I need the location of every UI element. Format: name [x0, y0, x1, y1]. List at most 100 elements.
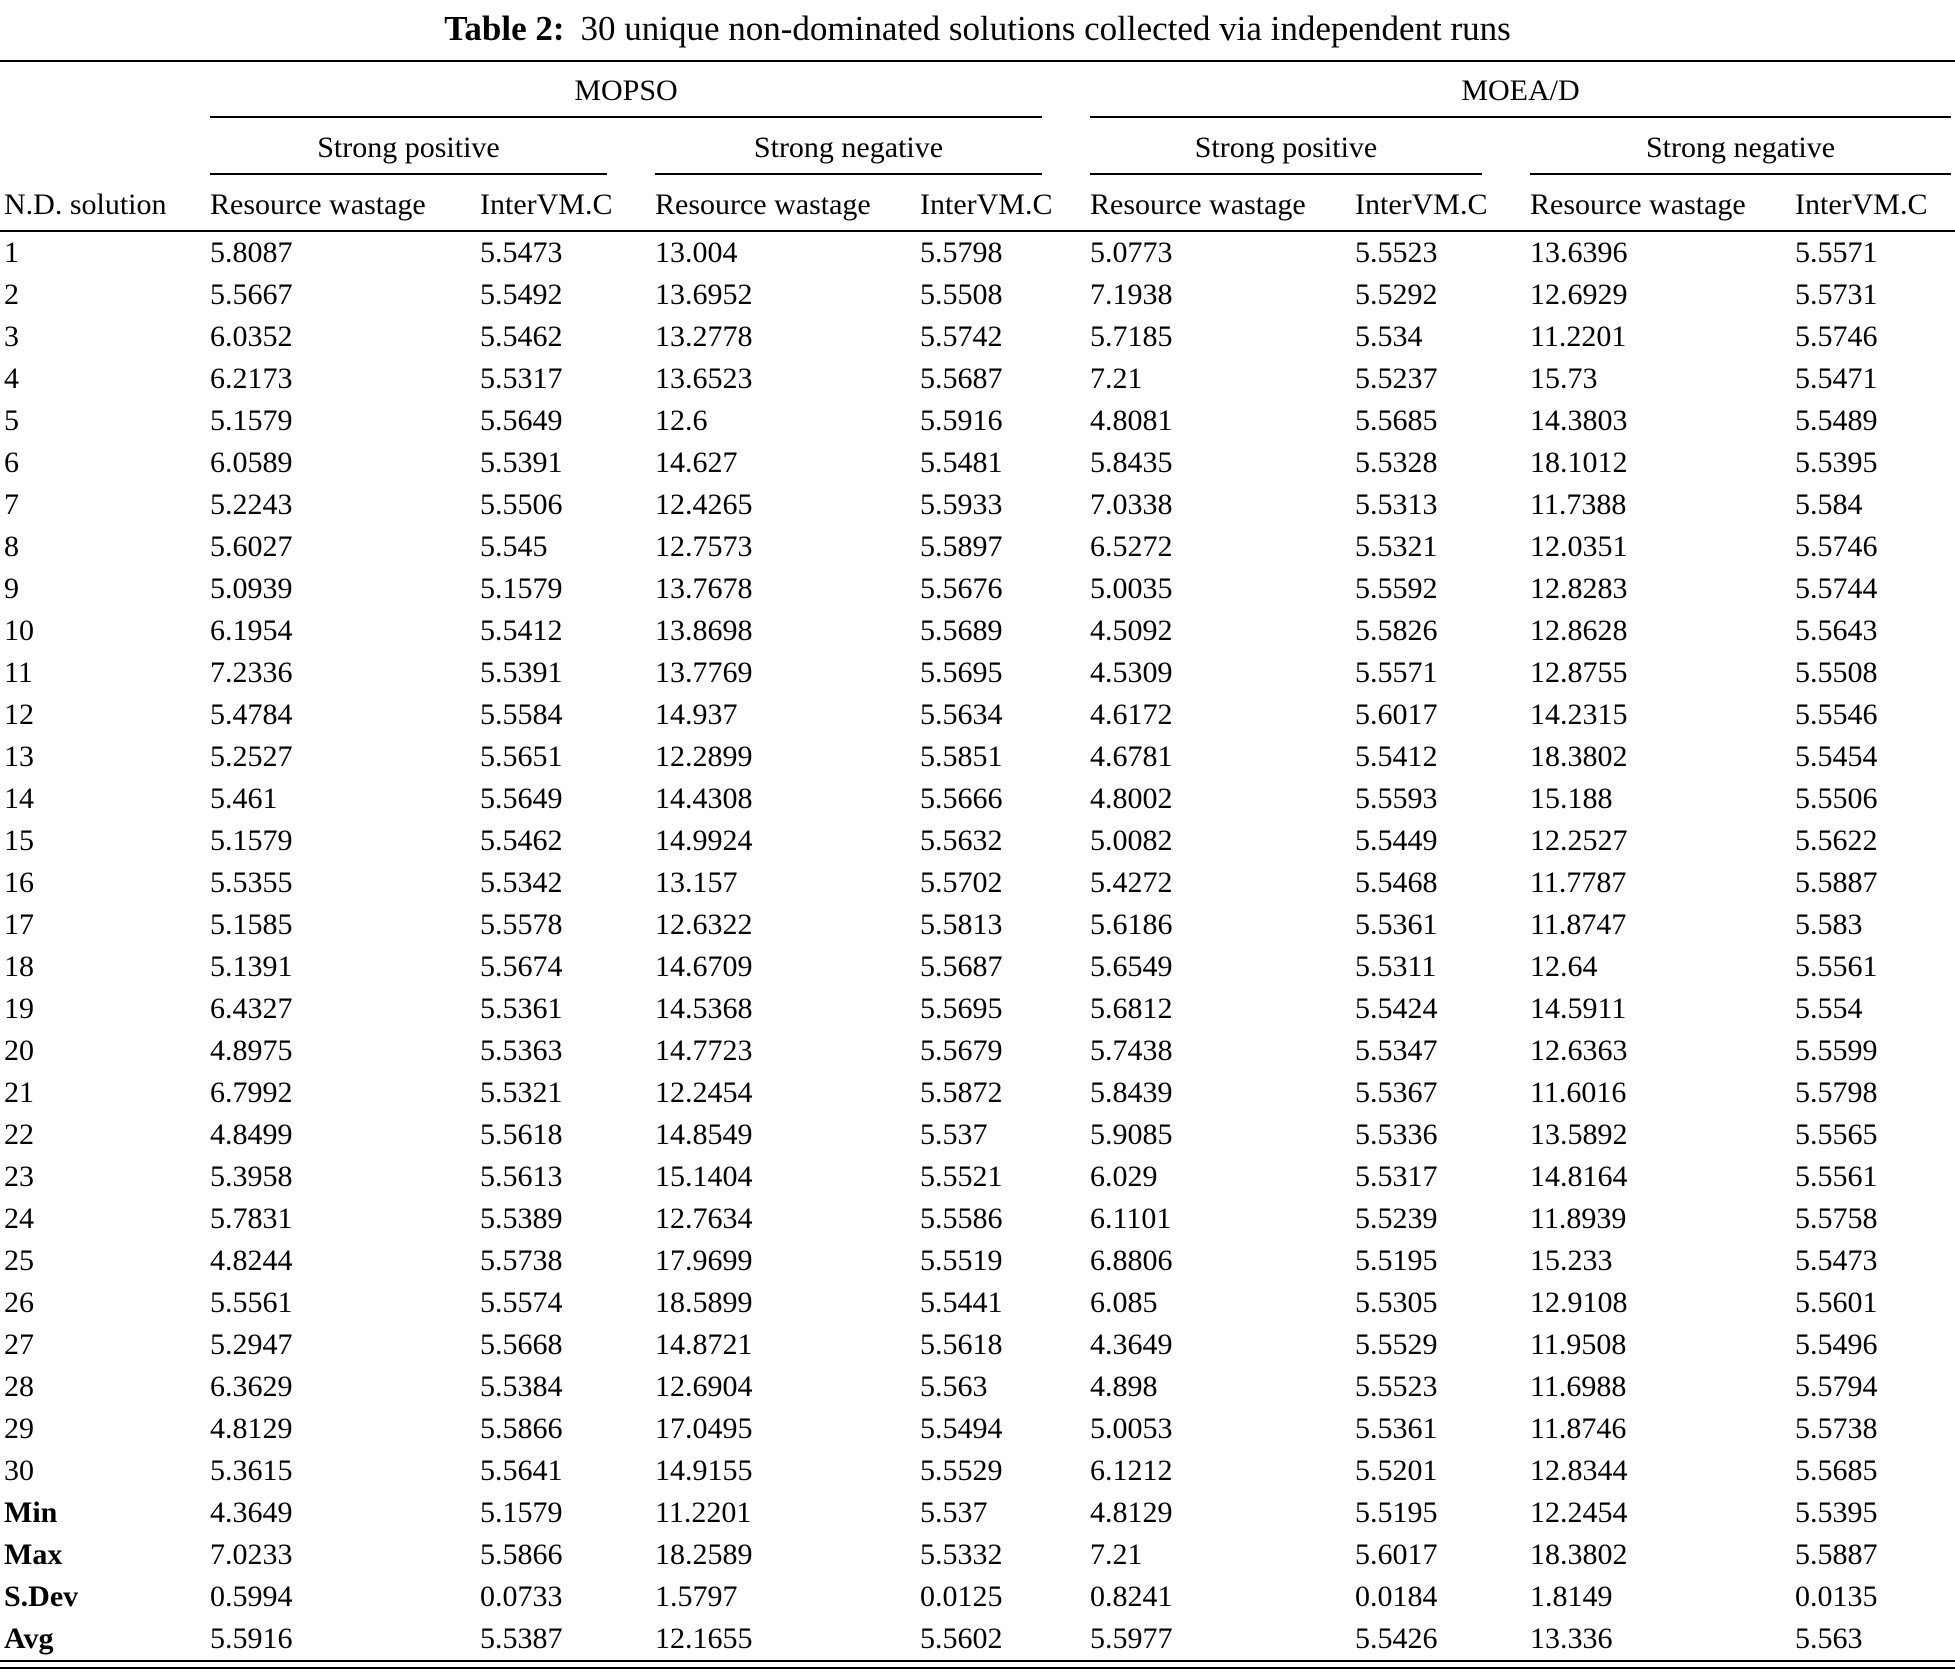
row-label: Min [4, 1496, 58, 1529]
cell-value: 5.5977 [1090, 1622, 1173, 1655]
cell-value: 5.5328 [1355, 446, 1438, 479]
cell-value: 5.5561 [1795, 1160, 1878, 1193]
cell-value: 5.5742 [920, 320, 1003, 353]
row-label: 29 [4, 1412, 34, 1445]
cell-value: 5.5519 [920, 1244, 1003, 1277]
cell-value: 0.0135 [1795, 1580, 1878, 1613]
cell-value: 11.9508 [1530, 1328, 1627, 1361]
cell-value: 5.5758 [1795, 1202, 1878, 1235]
cell-value: 14.9155 [655, 1454, 753, 1487]
cell-value: 5.5347 [1355, 1034, 1438, 1067]
cell-value: 5.5412 [1355, 740, 1438, 773]
cell-value: 15.188 [1530, 782, 1613, 815]
cell-value: 5.5424 [1355, 992, 1438, 1025]
cell-value: 5.5731 [1795, 278, 1878, 311]
table-bottom-rule [0, 1667, 1955, 1669]
cell-value: 14.2315 [1530, 698, 1628, 731]
cell-value: 13.6396 [1530, 236, 1628, 269]
cell-value: 15.73 [1530, 362, 1598, 395]
cell-value: 5.5195 [1355, 1244, 1438, 1277]
col-header-nd-solution: N.D. solution [0, 175, 210, 232]
cell-value: 5.5529 [1355, 1328, 1438, 1361]
cell-value: 5.5473 [480, 236, 563, 269]
cell-value: 5.5746 [1795, 320, 1878, 353]
cell-value: 5.5395 [1795, 446, 1878, 479]
row-label: 21 [4, 1076, 34, 1109]
cell-value: 12.2454 [1530, 1496, 1628, 1529]
cell-value: 5.5887 [1795, 1538, 1878, 1571]
cell-value: 0.0125 [920, 1580, 1003, 1613]
cell-value: 12.2527 [1530, 824, 1628, 857]
cell-value: 5.584 [1795, 488, 1863, 521]
cell-value: 5.5641 [480, 1454, 563, 1487]
cell-value: 5.5561 [210, 1286, 293, 1319]
table-row: 4 6.2173 5.5317 13.6523 5.5687 7.21 5.5237 15.7… [0, 358, 1955, 400]
table-row: 16 5.5355 5.5342 13.157 5.5702 5.4272 5.5468 11… [0, 862, 1955, 904]
group-header-moead: MOEA/D [1090, 61, 1955, 118]
cell-value: 5.5201 [1355, 1454, 1438, 1487]
cell-value: 5.5481 [920, 446, 1003, 479]
table-row: 8 5.6027 5.545 12.7573 5.5897 6.5272 5.5321 12.… [0, 526, 1955, 568]
cell-value: 5.6812 [1090, 992, 1173, 1025]
cell-value: 5.5668 [480, 1328, 563, 1361]
cell-value: 5.5239 [1355, 1202, 1438, 1235]
cell-value: 4.3649 [1090, 1328, 1173, 1361]
cell-value: 0.8241 [1090, 1580, 1173, 1613]
cell-value: 5.5584 [480, 698, 563, 731]
cell-value: 5.5738 [1795, 1412, 1878, 1445]
table-row: 13 5.2527 5.5651 12.2899 5.5851 4.6781 5.5412 1… [0, 736, 1955, 778]
cell-value: 18.3802 [1530, 740, 1628, 773]
row-label: 2 [4, 278, 19, 311]
cell-value: 13.7678 [655, 572, 753, 605]
cell-value: 6.1101 [1090, 1202, 1172, 1235]
cell-value: 5.5473 [1795, 1244, 1878, 1277]
cell-value: 5.2947 [210, 1328, 293, 1361]
table-row: 2 5.5667 5.5492 13.6952 5.5508 7.1938 5.5292 12… [0, 274, 1955, 316]
cell-value: 5.5578 [480, 908, 563, 941]
table-row: 26 5.5561 5.5574 18.5899 5.5441 6.085 5.5305 12… [0, 1282, 1955, 1324]
cell-value: 5.5679 [920, 1034, 1003, 1067]
cell-value: 6.5272 [1090, 530, 1173, 563]
cell-value: 5.563 [1795, 1622, 1863, 1655]
cell-value: 7.0338 [1090, 488, 1173, 521]
table-caption: Table 2: 30 unique non-dominated solution… [0, 0, 1955, 60]
cell-value: 18.3802 [1530, 1538, 1628, 1571]
cell-value: 5.2243 [210, 488, 293, 521]
row-label: S.Dev [4, 1580, 79, 1613]
cell-value: 5.5695 [920, 656, 1003, 689]
row-label: Max [4, 1538, 63, 1571]
cell-value: 13.336 [1530, 1622, 1613, 1655]
cell-value: 5.0773 [1090, 236, 1173, 269]
cell-value: 5.563 [920, 1370, 988, 1403]
cell-value: 5.7831 [210, 1202, 293, 1235]
table-row: Avg 5.5916 5.5387 12.1655 5.5602 5.5977 5.5426… [0, 1618, 1955, 1661]
cell-value: 5.5355 [210, 866, 293, 899]
cell-value: 5.5634 [920, 698, 1003, 731]
cell-value: 6.0352 [210, 320, 293, 353]
cell-value: 14.8164 [1530, 1160, 1628, 1193]
cell-value: 7.21 [1090, 362, 1143, 395]
results-table: MOPSO MOEA/D Strong positive Strong nega… [0, 60, 1955, 1662]
cell-value: 6.7992 [210, 1076, 293, 1109]
cell-value: 5.5336 [1355, 1118, 1438, 1151]
cell-value: 17.9699 [655, 1244, 753, 1277]
cell-value: 12.2899 [655, 740, 753, 773]
cell-value: 5.5546 [1795, 698, 1878, 731]
table-row: 7 5.2243 5.5506 12.4265 5.5933 7.0338 5.5313 11… [0, 484, 1955, 526]
cell-value: 18.5899 [655, 1286, 753, 1319]
cell-value: 5.5593 [1355, 782, 1438, 815]
table-row: 28 6.3629 5.5384 12.6904 5.563 4.898 5.5523 11.… [0, 1366, 1955, 1408]
cell-value: 5.5687 [920, 362, 1003, 395]
cell-value: 5.2527 [210, 740, 293, 773]
cell-value: 5.5744 [1795, 572, 1878, 605]
row-label: 23 [4, 1160, 34, 1193]
cell-value: 0.5994 [210, 1580, 293, 1613]
cell-value: 4.8244 [210, 1244, 293, 1277]
row-label: 26 [4, 1286, 34, 1319]
cell-value: 15.1404 [655, 1160, 753, 1193]
row-label: 15 [4, 824, 34, 857]
cell-value: 4.8129 [1090, 1496, 1173, 1529]
cell-value: 1.8149 [1530, 1580, 1613, 1613]
cell-value: 12.1655 [655, 1622, 753, 1655]
